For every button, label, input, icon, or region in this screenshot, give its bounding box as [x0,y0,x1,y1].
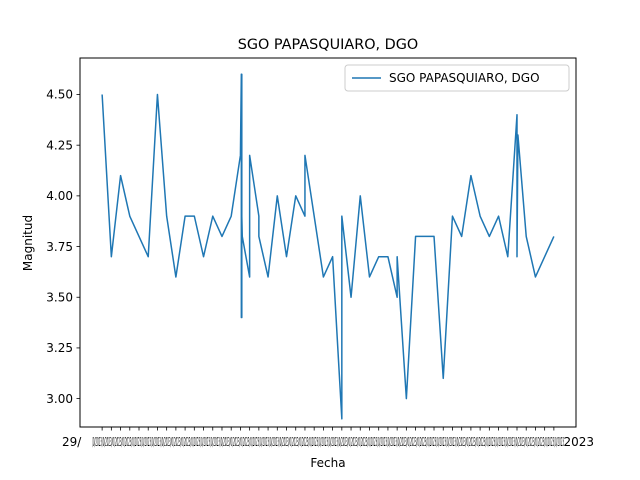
y-tick-label: 3.00 [46,392,73,406]
y-tick-label: 3.25 [46,341,73,355]
y-tick-label: 3.75 [46,240,73,254]
x-axis-ticks: 29/2023/0/2023/0/2023/0/2023/0/2023/0/20… [62,427,594,449]
x-axis-label: Fecha [310,456,345,470]
y-axis-ticks: 3.00 3.25 3.50 3.75 4.00 4.25 4.50 [46,88,80,406]
y-tick-label: 3.50 [46,290,73,304]
x-tick-labels-overlapping: /0/2023/0/2023/0/2023/0/2023/0/2023/0/20… [92,435,564,449]
legend-label: SGO PAPASQUIARO, DGO [389,71,540,85]
axes-frame [79,57,577,428]
series-layer [101,73,555,420]
chart-title: SGO PAPASQUIARO, DGO [238,37,419,53]
y-tick-label: 4.00 [46,189,73,203]
y-tick-label: 4.50 [46,88,73,102]
legend: SGO PAPASQUIARO, DGO [344,64,570,92]
x-tick-label-first: 29/ [62,435,82,449]
series-line [101,73,555,420]
legend-box [344,64,570,92]
y-axis-label: Magnitud [21,215,35,271]
x-tick-label-last: 2023 [563,435,594,449]
y-tick-label: 4.25 [46,138,73,152]
